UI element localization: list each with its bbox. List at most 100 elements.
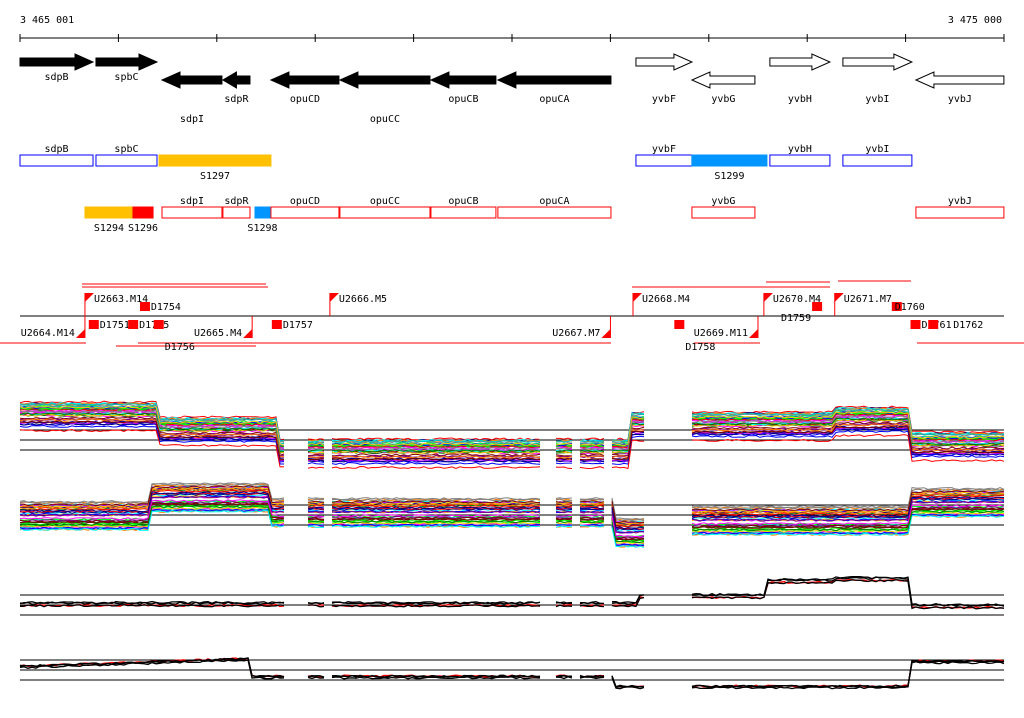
gene-arrow-yvbI — [843, 54, 912, 70]
gene-arrow-opuCC — [340, 72, 430, 88]
gene-arrow-yvbJ — [916, 72, 1004, 88]
segment-yvbI — [843, 155, 912, 166]
gene-label: sdpI — [180, 114, 204, 125]
upshift-label: U2666.M5 — [339, 294, 387, 305]
expression-profile — [612, 501, 644, 521]
segment-yvbG — [692, 207, 755, 218]
expression-profile — [332, 467, 540, 469]
segment-label: yvbF — [652, 144, 676, 155]
expression-profile — [556, 455, 572, 456]
segment-label: yvbI — [865, 144, 889, 155]
expression-profile — [580, 677, 604, 679]
upshift-flag — [835, 293, 844, 302]
downshift-label: D1751 — [100, 320, 130, 331]
expression-profile — [612, 676, 644, 687]
expression-profile — [308, 498, 324, 499]
segment-S1294 — [85, 207, 133, 218]
expression-profile — [308, 448, 324, 449]
gene-label: sdpR — [224, 94, 249, 105]
gene-label: opuCC — [370, 114, 400, 125]
segment-label: yvbG — [711, 196, 735, 207]
expression-profile — [692, 661, 1004, 688]
segment-label: spbC — [114, 144, 138, 155]
segment-S1299 — [692, 155, 767, 166]
expression-profile — [308, 467, 324, 468]
downshift-marker — [812, 302, 822, 311]
segment-sdpB — [20, 155, 93, 166]
gene-arrow-sdpR — [223, 72, 250, 88]
expression-profile — [692, 660, 1004, 687]
expression-profile — [580, 467, 604, 469]
upshift-flag — [764, 293, 773, 302]
gene-label: yvbF — [652, 94, 676, 105]
gene-arrow-yvbG — [692, 72, 755, 88]
downshift-label: D1754 — [151, 302, 181, 313]
downshift-label: D1759 — [781, 313, 811, 324]
upshift-label: U2669.M11 — [694, 328, 748, 339]
segment-label: yvbH — [788, 144, 812, 155]
segment-label: yvbJ — [948, 196, 972, 207]
upshift-flag — [76, 329, 85, 338]
segment-label: S1297 — [200, 171, 230, 182]
gene-arrow-sdpI — [162, 72, 222, 88]
upshift-flag — [330, 293, 339, 302]
upshift-label: U2664.M14 — [21, 328, 75, 339]
expression-profile — [332, 677, 540, 679]
segment-label: S1298 — [247, 223, 277, 234]
gene-arrow-yvbF — [636, 54, 692, 70]
segment-label: opuCC — [370, 196, 400, 207]
expression-profile — [612, 676, 644, 687]
downshift-label: D1758 — [685, 342, 715, 353]
expression-profile — [692, 662, 1004, 689]
downshift-marker — [928, 320, 938, 329]
downshift-marker — [140, 302, 150, 311]
segment-label: opuCD — [290, 196, 320, 207]
segment-sdpR — [223, 207, 250, 218]
expression-profile — [332, 463, 540, 465]
segment-S1296 — [133, 207, 153, 218]
expression-profile — [692, 577, 1004, 606]
segment-yvbH — [770, 155, 830, 166]
segment-spbC — [96, 155, 157, 166]
segment-sdpI — [162, 207, 222, 218]
gene-label: opuCA — [539, 94, 569, 105]
expression-profile — [612, 499, 644, 520]
expression-profile — [612, 498, 644, 520]
upshift-label: U2668.M4 — [642, 294, 690, 305]
gene-arrow-opuCA — [498, 72, 611, 88]
segment-label: S1299 — [714, 171, 744, 182]
segment-label: opuCB — [448, 196, 478, 207]
segment-opuCC — [340, 207, 430, 218]
downshift-marker — [911, 320, 921, 329]
downshift-marker — [128, 320, 138, 329]
downshift-marker — [154, 320, 164, 329]
expression-profile — [580, 463, 604, 464]
gene-label: yvbG — [711, 94, 735, 105]
expression-profile — [556, 463, 572, 464]
expression-profile — [556, 438, 572, 439]
downshift-label: D1757 — [283, 320, 313, 331]
downshift-marker — [89, 320, 99, 329]
gene-arrow-sdpB — [20, 54, 93, 70]
segment-label: opuCA — [539, 196, 569, 207]
upshift-label: U2667.M7 — [552, 328, 600, 339]
upshift-flag — [749, 329, 758, 338]
expression-profile — [692, 660, 1004, 687]
segment-S1297 — [159, 155, 271, 166]
expression-profile — [556, 498, 572, 499]
gene-label: sdpB — [44, 72, 68, 83]
upshift-label: U2671.M7 — [844, 294, 892, 305]
expression-profile — [308, 463, 324, 465]
gene-arrow-opuCB — [431, 72, 496, 88]
upshift-flag — [633, 293, 642, 302]
expression-profile — [556, 522, 572, 523]
expression-profile — [556, 677, 572, 679]
segment-S1298 — [255, 207, 270, 218]
segment-label: sdpI — [180, 196, 204, 207]
gene-label: yvbH — [788, 94, 812, 105]
upshift-flag — [243, 329, 252, 338]
downshift-marker — [674, 320, 684, 329]
